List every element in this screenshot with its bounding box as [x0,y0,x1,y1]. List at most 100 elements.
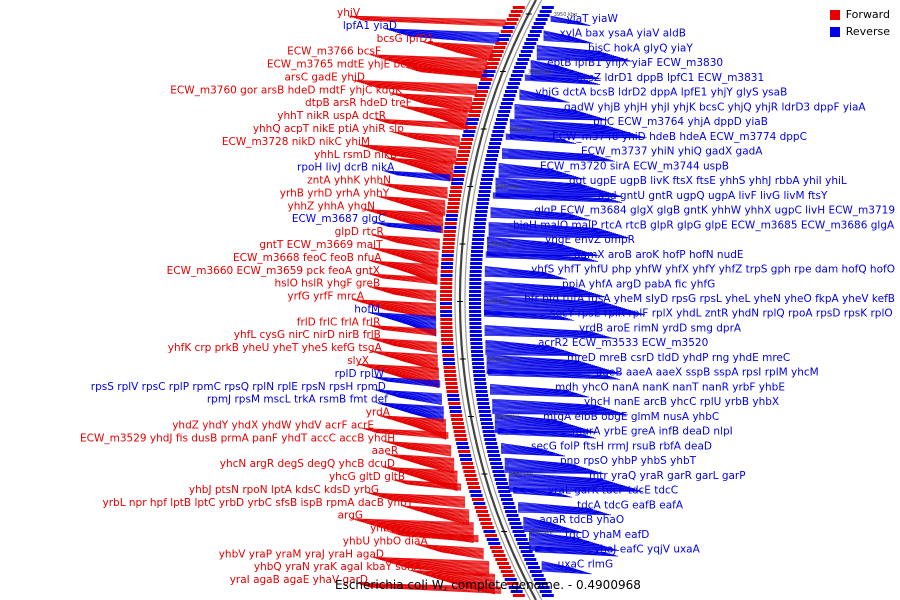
link-line [380,57,488,65]
link-line [484,327,598,334]
feature-glyph-forward [498,566,511,569]
feature-glyph-forward [443,366,456,369]
feature-glyph-forward [440,314,453,317]
link-line [523,517,554,525]
link-line [377,415,447,420]
gene-label-right: bisC hokA glyQ yiaY [588,43,693,55]
link-line [395,480,462,486]
link-line [405,107,468,114]
link-line [381,237,440,244]
link-line [489,385,572,392]
link-line [387,199,446,206]
feature-glyph-forward [488,58,501,61]
feature-glyph-reverse [471,242,484,245]
link-line [497,428,585,435]
feature-glyph-forward [445,382,458,385]
link-line [400,33,500,41]
link-line [377,236,440,243]
link-line [486,354,580,362]
link-line [415,100,473,110]
link-line [486,367,608,370]
link-line [382,371,439,381]
link-line [381,391,442,398]
link-line [495,189,608,193]
link-line [384,59,488,67]
feature-glyph-reverse [469,318,482,321]
link-line [484,284,583,291]
feature-glyph-forward [449,194,461,197]
feature-glyph-forward [447,398,460,401]
link-line [504,467,595,472]
link-line [403,135,460,142]
link-line [408,569,496,575]
feature-glyph-reverse [471,250,483,253]
link-line [370,493,466,500]
link-line [484,269,554,276]
gene-label-left: yhbV yraP yraM yraJ yraH agaD [219,548,384,560]
link-line [389,266,438,275]
link-line [486,362,598,367]
link-line [375,432,449,440]
link-line [501,154,608,160]
link-line [484,285,585,291]
link-line [407,164,454,173]
link-line [494,427,588,430]
link-line [508,473,604,480]
link-line [486,368,612,371]
link-line [371,431,449,438]
link-line [401,535,479,543]
link-line [427,547,484,555]
gene-label-left: yhbJ ptsN rpoN lptA kdsC kdsD yrbG [189,484,379,496]
gene-label-left: yhbW [370,523,401,535]
link-line [530,65,572,71]
link-line [352,518,474,524]
link-line [528,544,606,547]
link-line [504,460,579,467]
link-line [388,343,437,352]
gene-label-right: secY rpsE rplR rplF rplX yhdL zntR yhdN … [550,308,893,320]
link-line [484,310,563,318]
feature-glyph-reverse [475,210,488,213]
link-line [485,256,599,262]
link-line [509,133,638,136]
link-line [413,138,460,147]
link-line [488,227,611,233]
gene-label-right: yraL garK tdcF tdcE tdcC [548,485,678,497]
feature-glyph-forward [457,446,470,449]
feature-glyph-reverse [478,190,491,193]
link-line [501,151,602,158]
link-line [518,503,594,510]
link-line [541,570,592,575]
link-line [390,499,466,509]
link-line [541,567,584,572]
link-line [530,71,586,75]
feature-glyph-reverse [487,450,500,453]
feature-glyph-forward [440,330,453,333]
link-line [486,240,566,246]
feature-glyph-forward [471,102,484,105]
link-line [381,277,437,285]
link-line [489,389,580,395]
link-line [486,364,602,368]
gene-label-left: aaeR [372,445,399,457]
link-line [408,35,500,45]
link-line [489,392,586,397]
link-line [488,370,611,377]
link-line [524,79,601,85]
link-line [484,325,592,332]
link-line [492,400,601,407]
link-line [370,85,478,93]
feature-glyph-reverse [486,446,499,449]
link-line [536,54,621,58]
link-line [392,293,437,302]
link-line [370,524,474,533]
link-line [524,77,595,84]
link-line [373,275,437,281]
feature-glyph-forward [468,114,481,117]
link-line [488,231,621,236]
feature-glyph-forward [440,318,453,321]
link-line [509,126,624,131]
link-line [501,150,598,157]
feature-glyph-forward [462,466,475,469]
